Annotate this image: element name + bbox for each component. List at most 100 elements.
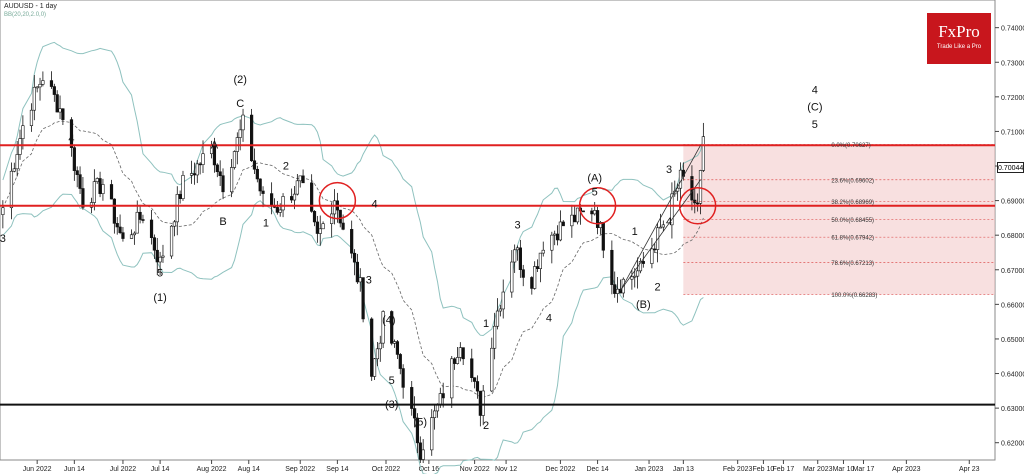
candle [481,390,485,416]
fib-label: 78.6%(0.67213) [831,261,874,267]
candle [75,170,79,175]
candle [421,449,425,460]
y-tick-label: 0.72000 [1001,95,1024,102]
y-tick-label: 0.67000 [1001,268,1024,275]
candle [515,247,520,251]
candle [661,224,665,228]
y-tick-label: 0.65000 [1001,337,1024,344]
x-tick-label: Nov 2022 [460,466,490,473]
candle [341,222,345,230]
candle [455,357,460,364]
candle [390,311,394,344]
x-tick-label: Mar 2023 [803,466,833,473]
candle [101,184,105,194]
candle [330,213,334,224]
candle [501,291,505,310]
candle [696,202,700,205]
wave-label: 4 [371,199,377,211]
candle [301,175,305,184]
candle [561,221,565,227]
candle [112,198,116,224]
candle [375,348,380,360]
candle [198,163,202,166]
candle [401,368,405,388]
candle [475,381,480,392]
fib-label: 23.6%(0.69602) [831,178,874,184]
candle [92,181,96,203]
candle [490,347,494,392]
candle [192,173,197,176]
fib-label: 38.2%(0.68969) [831,200,874,206]
wave-label: (1) [153,292,166,304]
candle [595,210,600,228]
candle [255,168,259,180]
candle [95,178,99,182]
candle [470,358,474,379]
wave-label: 5 [812,119,818,131]
candle [118,226,122,233]
wave-label: 3 [366,275,372,287]
candle [258,178,262,192]
candle [189,173,194,176]
candle [252,160,257,170]
candle [430,417,434,451]
candle [115,223,119,228]
candle [553,233,557,236]
current-price-label: 0.70044 [997,162,1024,173]
candle [278,209,282,213]
y-tick-label: 0.64000 [1001,372,1024,379]
wave-label: 3 [514,219,520,231]
candle [350,229,354,254]
candle [61,108,65,120]
candle [518,247,522,271]
wave-label: (5) [414,416,427,428]
candle [510,261,514,293]
x-tick-label: Feb 2023 [723,466,753,473]
x-tick-label: Apr 2023 [892,466,921,473]
candle [581,210,585,213]
wave-label: B [219,216,226,228]
indicator-label: BB(20,20,2.0,0) [4,12,47,18]
x-tick-label: Sep 14 [326,466,348,473]
candle [55,94,59,113]
candle [152,237,156,251]
candle [175,194,179,223]
wave-label: (3) [385,399,398,411]
candle [78,174,82,189]
candle [558,221,563,241]
x-tick-label: Jun 2022 [23,466,52,473]
candle [132,232,136,236]
candle [653,248,657,251]
candle [641,261,645,264]
x-tick-label: Jul 2022 [110,466,137,473]
candle [458,347,462,358]
candle [395,341,400,355]
x-tick-label: Feb 10 [753,466,775,473]
candle [238,129,242,138]
candle [358,277,362,283]
candle [15,154,19,170]
candle [378,342,382,350]
candle [195,163,199,176]
candle [473,377,477,382]
candle [72,147,76,171]
wave-label: (4) [382,314,395,326]
candle [638,261,643,272]
y-tick-label: 0.66000 [1001,302,1024,309]
candle [201,153,205,165]
wave-label: 4 [68,133,74,145]
y-tick-label: 0.73000 [1001,60,1024,67]
candle [538,252,542,269]
fib-label: 61.8%(0.67942) [831,236,874,242]
candle [121,232,125,239]
wave-label: 4 [666,216,672,228]
candle [38,83,42,88]
candle [701,136,705,171]
candle [370,318,374,377]
candle [169,225,174,257]
wave-label: 4 [546,313,552,325]
x-tick-label: Aug 14 [238,466,260,473]
x-tick-label: Jan 13 [673,466,694,473]
candle [498,308,502,312]
wave-label: A [211,140,219,152]
